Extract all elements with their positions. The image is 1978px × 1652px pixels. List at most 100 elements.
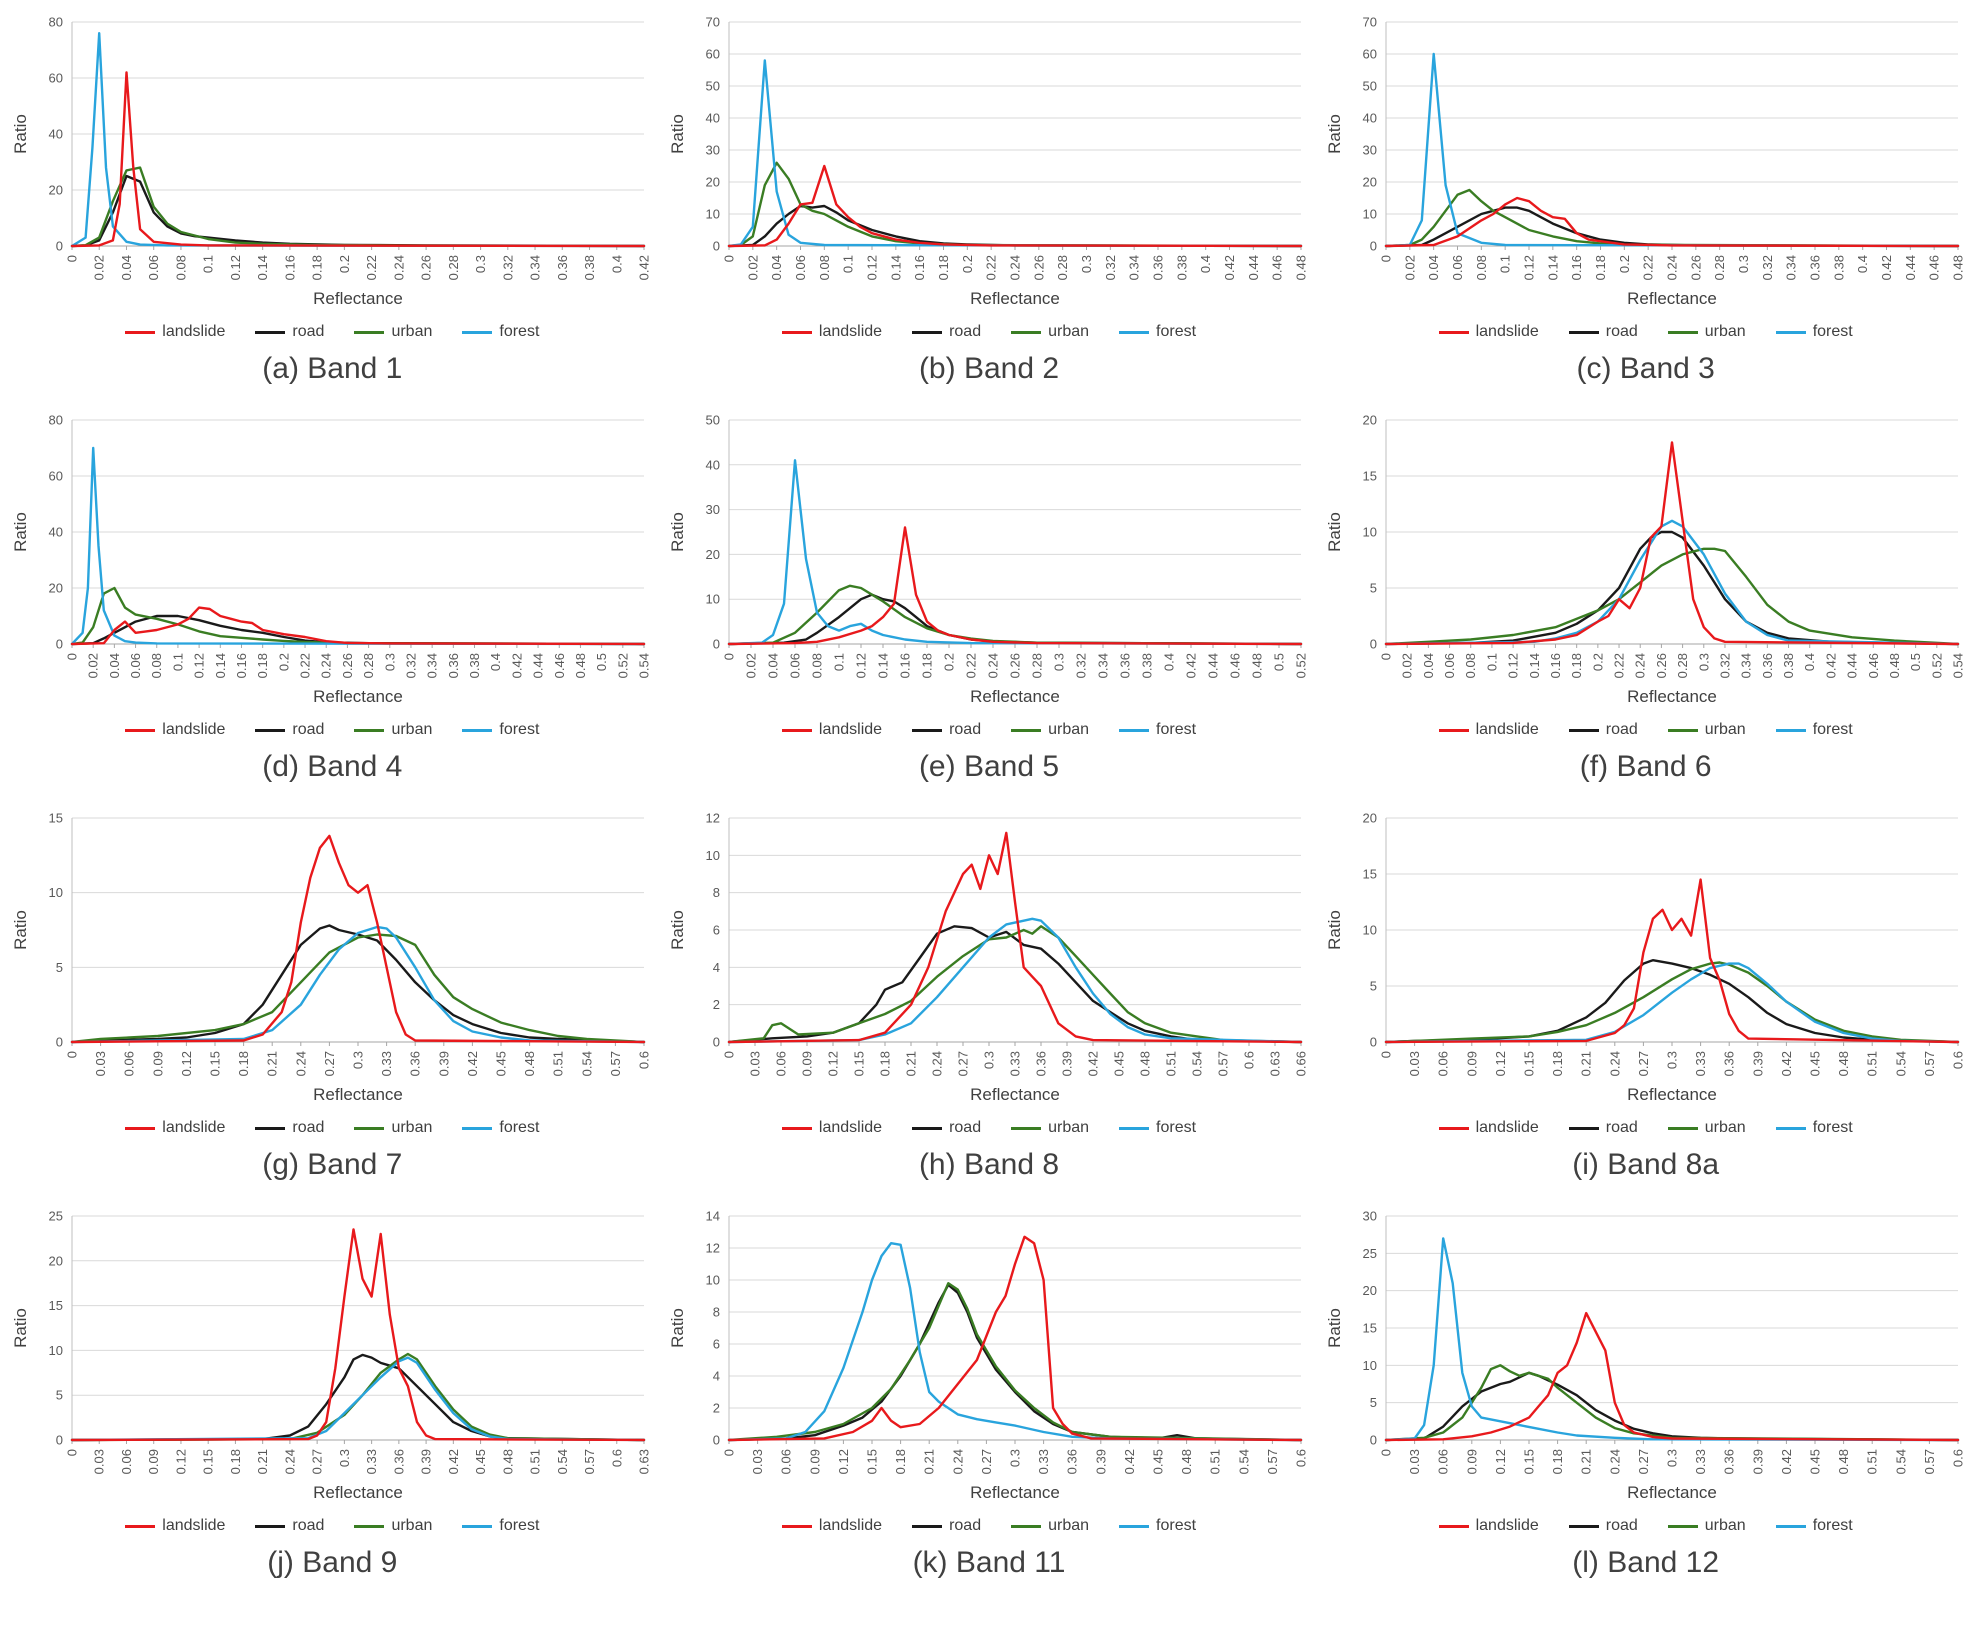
x-tick-label: 0.45 [494,1051,509,1076]
plot-band-8: 0 2 4 6 8 10 12 0 0.03 0.06 0.09 0.12 0.15 0.18 0.21 0.… [669,811,1309,1105]
figure-page: 0 20 40 60 80 0 0.02 0.04 0.06 0.08 0.1 0.12 0.14 0.1… [8,6,1966,1580]
legend-item-road: road [1568,1119,1638,1137]
x-tick-label: 0.57 [608,1051,623,1076]
legend-label: road [949,323,982,340]
x-tick-label: 0.28 [446,255,461,280]
y-axis-title: Ratio [669,910,687,950]
x-tick-label: 0.2 [277,653,292,671]
x-tick-label: 0.18 [310,255,325,280]
series-road-line [71,924,646,1044]
x-tick-label: 0.3 [383,653,398,671]
series-urban-line [1384,1364,1959,1442]
y-tick-label: 40 [49,525,63,540]
chart-cell-band-1: 0 20 40 60 80 0 0.02 0.04 0.06 0.08 0.1 0.12 0.14 0.1… [8,6,657,398]
y-tick-label: 30 [1362,1209,1376,1224]
x-axis-title: Reflectance [1627,687,1717,706]
x-tick-label: 0.04 [769,255,784,280]
x-tick-label: 0.3 [1079,255,1094,273]
series-urban-line [1384,188,1959,248]
x-tick-label: 0 [721,255,736,262]
legend: landslide road urban forest [125,716,539,744]
x-tick-label: 0.26 [1031,255,1046,280]
x-tick-label: 0.24 [319,653,334,678]
plot-band-4: 0 20 40 60 80 0 0.02 0.04 0.06 0.08 0.1 0.12 0.14 0.1… [12,413,652,707]
legend-item-urban: urban [354,1119,432,1137]
x-tick-label: 0.54 [1236,1449,1251,1474]
legend-label: forest [1156,721,1197,738]
x-tick-label: 0.34 [1738,653,1753,678]
x-tick-label: 0.22 [298,653,313,678]
series-road-line [1384,958,1959,1044]
series-forest-line [1384,52,1959,248]
y-tick-label: 0 [1369,239,1376,254]
x-tick-label: 0.3 [1664,1051,1679,1069]
legend-item-landslide: landslide [1438,721,1539,739]
x-tick-label: 0.22 [984,255,999,280]
y-tick-label: 10 [1362,923,1376,938]
x-tick-label: 0.16 [234,653,249,678]
y-tick-label: 15 [1362,867,1376,882]
chart-cell-band-5: 0 10 20 30 40 50 0 0.02 0.04 0.06 0.08 0.1 0.12 0.14 0… [665,404,1314,796]
plot-band-6: 0 5 10 15 20 0 0.02 0.04 0.06 0.08 0.1 0.12 0.14 0.16… [1326,413,1966,707]
y-tick-label: 50 [706,79,720,94]
x-tick-label: 0.24 [950,1449,965,1474]
legend-line-swatch-urban [1011,1524,1042,1528]
legend-line-swatch-forest [1119,1126,1150,1130]
x-tick-label: 0.12 [1493,1051,1508,1076]
legend: landslide road urban forest [1438,1114,1853,1142]
x-axis-title: Reflectance [970,1085,1060,1104]
legend-line-swatch-urban [1667,1524,1698,1528]
x-tick-label: 0 [65,255,80,262]
series-landslide-line [71,71,646,248]
x-tick-label: 0.1 [171,653,186,671]
x-tick-label: 0.06 [1435,1051,1450,1076]
x-tick-label: 0.18 [919,653,934,678]
x-axis-title: Reflectance [313,1085,403,1104]
x-tick-label: 0.14 [888,255,903,280]
legend-line-swatch-urban [1667,728,1698,732]
x-tick-label: 0.16 [1548,653,1563,678]
x-tick-label: 0.27 [322,1051,337,1076]
legend-item-road: road [1568,1517,1638,1535]
legend-line-swatch-urban [1667,1126,1698,1130]
x-tick-label: 0.52 [1293,653,1308,678]
legend-item-landslide: landslide [125,323,225,341]
legend-item-road: road [255,1517,324,1535]
legend-label: landslide [1475,721,1539,738]
x-tick-label: 0.03 [93,1051,108,1076]
x-tick-label: 0.24 [1007,255,1022,280]
legend-item-landslide: landslide [1438,1517,1539,1535]
legend-item-forest: forest [1775,1119,1853,1137]
x-tick-label: 0.12 [1521,255,1536,280]
x-tick-label: 0.6 [1293,1449,1308,1467]
x-tick-label: 0.14 [1526,653,1541,678]
x-tick-label: 0.26 [1654,653,1669,678]
y-tick-label: 0 [56,1035,63,1050]
series-forest-line [1384,519,1959,646]
x-tick-label: 0.15 [851,1051,866,1076]
x-tick-label: 0.08 [1463,653,1478,678]
legend: landslide road urban forest [1438,318,1853,346]
legend-item-urban: urban [1667,323,1746,341]
x-tick-label: 0.02 [1402,255,1417,280]
x-tick-label: 0.48 [1836,1449,1851,1474]
x-tick-label: 0.4 [489,653,504,671]
x-tick-label: 0.54 [580,1051,595,1076]
x-tick-label: 0.02 [1399,653,1414,678]
x-tick-label: 0.48 [1836,1051,1851,1076]
y-tick-label: 20 [49,581,63,596]
x-tick-label: 0.6 [1950,1051,1965,1069]
x-tick-label: 0.36 [392,1449,407,1474]
legend-line-swatch-urban [354,1126,385,1130]
x-tick-label: 0.03 [92,1449,107,1474]
x-tick-label: 0.21 [265,1051,280,1076]
y-tick-label: 10 [49,885,63,900]
legend-item-urban: urban [1011,323,1089,341]
x-tick-label: 0.15 [1521,1051,1536,1076]
legend-label: urban [1048,1119,1090,1136]
legend-line-swatch-landslide [125,728,156,732]
legend-label: road [1605,323,1638,340]
y-tick-label: 5 [56,1388,63,1403]
y-tick-label: 0 [1369,1433,1376,1448]
legend-item-landslide: landslide [781,1119,882,1137]
